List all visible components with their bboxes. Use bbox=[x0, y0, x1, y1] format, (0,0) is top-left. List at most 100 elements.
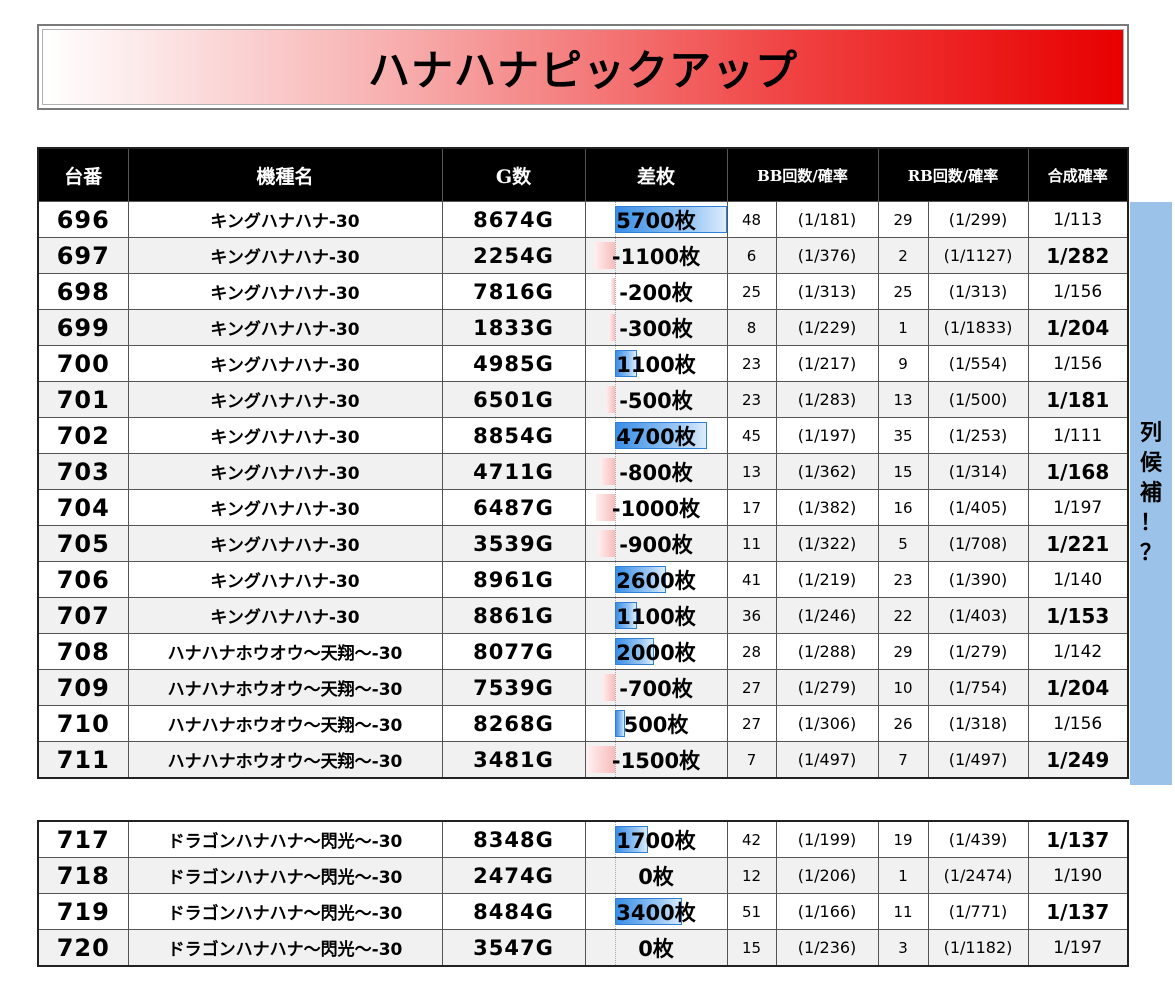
cell-machine-name: キングハナハナ-30 bbox=[127, 237, 443, 274]
table-row: 703 キングハナハナ-30 4711G -800枚 13 (1/362) 15 (1/314… bbox=[37, 453, 1129, 490]
cell-machine-no: 703 bbox=[37, 453, 129, 490]
cell-machine-no: 711 bbox=[37, 741, 129, 779]
diff-value: 5700枚 bbox=[616, 208, 696, 233]
cell-games: 1833G bbox=[441, 309, 586, 346]
cell-machine-no: 706 bbox=[37, 561, 129, 598]
cell-combined: 1/156 bbox=[1027, 273, 1129, 310]
cell-bb-count: 41 bbox=[726, 561, 777, 598]
table-body: 696 キングハナハナ-30 8674G 5700枚 48 (1/181) 29 (1/299… bbox=[37, 201, 1129, 779]
cell-bb-prob: (1/283) bbox=[775, 381, 879, 418]
cell-machine-no: 699 bbox=[37, 309, 129, 346]
diff-value: -1500枚 bbox=[611, 748, 701, 773]
table-row: 718 ドラゴンハナハナ～閃光～-30 2474G 0枚 12 (1/206) 1 (1/24… bbox=[37, 857, 1129, 894]
cell-rb-prob: (1/314) bbox=[927, 453, 1029, 490]
cell-bb-prob: (1/219) bbox=[775, 561, 879, 598]
cell-rb-prob: (1/554) bbox=[927, 345, 1029, 382]
diff-value: 1700枚 bbox=[616, 828, 696, 853]
table-body: 717 ドラゴンハナハナ～閃光～-30 8348G 1700枚 42 (1/199) 19(… bbox=[37, 820, 1129, 967]
cell-rb-prob: (1/1127) bbox=[927, 237, 1029, 274]
cell-machine-no: 696 bbox=[37, 201, 129, 238]
header-row: 台番 機種名 G数 差枚 BB回数/確率 RB回数/確率 合成確率 bbox=[37, 147, 1129, 202]
diff-value: -500枚 bbox=[619, 388, 693, 413]
diff-bar-positive bbox=[614, 602, 637, 629]
dragon-table: 717 ドラゴンハナハナ～閃光～-30 8348G 1700枚 42 (1/199) 19(… bbox=[37, 820, 1129, 967]
cell-diff: -200枚 bbox=[584, 273, 728, 310]
table-row: 698 キングハナハナ-30 7816G -200枚 25 (1/313) 25 (1/313… bbox=[37, 273, 1129, 310]
cell-rb-prob: (1/500) bbox=[927, 381, 1029, 418]
diff-axis bbox=[614, 670, 616, 705]
cell-bb-prob: (1/288) bbox=[775, 633, 879, 670]
side-label-char: ？ bbox=[1139, 540, 1162, 566]
cell-machine-name: ハナハナホウオウ～天翔～-30 bbox=[127, 669, 443, 706]
header-diff: 差枚 bbox=[584, 147, 728, 202]
cell-games: 8348G bbox=[441, 820, 586, 858]
cell-machine-name: キングハナハナ-30 bbox=[127, 489, 443, 526]
cell-bb-prob: (1/376) bbox=[775, 237, 879, 274]
cell-diff: 1100枚 bbox=[584, 345, 728, 382]
cell-diff: -1500枚 bbox=[584, 741, 728, 779]
cell-combined: 1/249 bbox=[1027, 741, 1129, 779]
header-combined: 合成確率 bbox=[1027, 147, 1129, 202]
table-row: 702 キングハナハナ-30 8854G 4700枚 45 (1/197) 35 (1/253… bbox=[37, 417, 1129, 454]
table-row: 720 ドラゴンハナハナ～閃光～-30 3547G 0枚 15 (1/236) 3 (1/11… bbox=[37, 929, 1129, 967]
cell-rb-count: 25 bbox=[877, 273, 929, 310]
cell-rb-prob: (1/313) bbox=[927, 273, 1029, 310]
cell-rb-prob: (1/771) bbox=[927, 893, 1029, 930]
diff-bar-positive bbox=[614, 898, 682, 925]
cell-machine-name: ハナハナホウオウ～天翔～-30 bbox=[127, 633, 443, 670]
cell-combined: 1/197 bbox=[1027, 489, 1129, 526]
cell-combined: 1/140 bbox=[1027, 561, 1129, 598]
title-banner: ハナハナピックアップ bbox=[37, 24, 1129, 110]
header-no: 台番 bbox=[37, 147, 129, 202]
cell-games: 8077G bbox=[441, 633, 586, 670]
cell-diff: -1000枚 bbox=[584, 489, 728, 526]
cell-games: 8961G bbox=[441, 561, 586, 598]
cell-rb-count: 22 bbox=[877, 597, 929, 634]
cell-machine-no: 719 bbox=[37, 893, 129, 930]
table-row: 708 ハナハナホウオウ～天翔～-30 8077G 2000枚 28 (1/288) 29(… bbox=[37, 633, 1129, 670]
diff-bar-positive bbox=[614, 350, 637, 377]
diff-bar-negative bbox=[608, 314, 615, 341]
diff-value: 1100枚 bbox=[616, 604, 696, 629]
cell-rb-count: 2 bbox=[877, 237, 929, 274]
cell-rb-count: 11 bbox=[877, 893, 929, 930]
cell-rb-count: 19 bbox=[877, 820, 929, 858]
table-row: 700 キングハナハナ-30 4985G 1100枚 23 (1/217) 9 (1/554)… bbox=[37, 345, 1129, 382]
cell-bb-count: 11 bbox=[726, 525, 777, 562]
cell-rb-count: 16 bbox=[877, 489, 929, 526]
diff-bar-negative bbox=[595, 494, 615, 521]
cell-machine-name: キングハナハナ-30 bbox=[127, 597, 443, 634]
diff-bar-negative bbox=[593, 242, 615, 269]
diff-bar-negative bbox=[610, 278, 615, 305]
cell-machine-no: 704 bbox=[37, 489, 129, 526]
cell-bb-count: 28 bbox=[726, 633, 777, 670]
cell-machine-no: 709 bbox=[37, 669, 129, 706]
table-row: 711 ハナハナホウオウ～天翔～-30 3481G -1500枚 7 (1/497) 7 (1… bbox=[37, 741, 1129, 779]
cell-machine-no: 697 bbox=[37, 237, 129, 274]
header-name: 機種名 bbox=[127, 147, 443, 202]
cell-diff: -700枚 bbox=[584, 669, 728, 706]
cell-rb-prob: (1/439) bbox=[927, 820, 1029, 858]
diff-axis bbox=[614, 490, 616, 525]
cell-machine-no: 705 bbox=[37, 525, 129, 562]
cell-rb-count: 3 bbox=[877, 929, 929, 967]
cell-machine-no: 698 bbox=[37, 273, 129, 310]
header-rb: RB回数/確率 bbox=[877, 147, 1029, 202]
cell-machine-name: ドラゴンハナハナ～閃光～-30 bbox=[127, 893, 443, 930]
table-row: 707 キングハナハナ-30 8861G 1100枚 36 (1/246) 22 (1/403… bbox=[37, 597, 1129, 634]
cell-machine-no: 708 bbox=[37, 633, 129, 670]
cell-machine-no: 707 bbox=[37, 597, 129, 634]
cell-games: 4985G bbox=[441, 345, 586, 382]
page-title: ハナハナピックアップ bbox=[367, 45, 798, 95]
cell-machine-no: 717 bbox=[37, 820, 129, 858]
cell-machine-name: キングハナハナ-30 bbox=[127, 525, 443, 562]
cell-combined: 1/113 bbox=[1027, 201, 1129, 238]
cell-games: 3481G bbox=[441, 741, 586, 779]
cell-bb-prob: (1/497) bbox=[775, 741, 879, 779]
diff-bar-positive bbox=[614, 422, 707, 449]
table-row: 704 キングハナハナ-30 6487G -1000枚 17 (1/382) 16 (1/40… bbox=[37, 489, 1129, 526]
cell-machine-name: キングハナハナ-30 bbox=[127, 381, 443, 418]
diff-value: 2000枚 bbox=[616, 640, 696, 665]
side-label-char: 候 bbox=[1139, 450, 1162, 476]
cell-rb-count: 23 bbox=[877, 561, 929, 598]
